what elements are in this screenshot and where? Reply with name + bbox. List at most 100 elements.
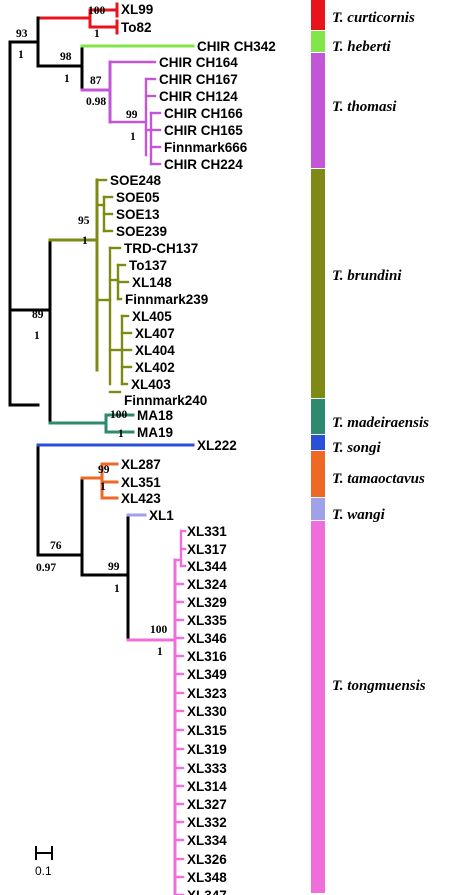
leaf-label: XL327 <box>187 797 227 812</box>
clade-label-songi: T. songi <box>332 440 381 456</box>
support-value: 87 <box>90 75 102 87</box>
leaf-label: XL323 <box>187 686 227 701</box>
clade-label-thomasi: T. thomasi <box>332 99 397 115</box>
leaf-label: XL402 <box>135 360 175 375</box>
support-value: 1 <box>94 28 100 40</box>
clade-color-bars <box>311 0 325 893</box>
support-value: 0.97 <box>36 562 56 574</box>
support-value: 100 <box>110 409 128 421</box>
leaf-label: XL335 <box>187 613 227 628</box>
support-value: 76 <box>50 540 62 552</box>
leaf-label: CHIR CH164 <box>159 55 238 70</box>
leaf-label: Finnmark240 <box>124 393 207 408</box>
leaf-label: XL319 <box>187 742 227 757</box>
scale-bar-label: 0.1 <box>35 864 52 878</box>
clade-label-heberti: T. heberti <box>332 39 391 55</box>
clade-bar-brundini <box>311 169 325 398</box>
support-value: 98 <box>60 51 72 63</box>
leaf-label: XL326 <box>187 852 227 867</box>
leaf-label: XL404 <box>135 343 175 358</box>
leaf-label: XL332 <box>187 815 227 830</box>
leaf-label: XL344 <box>187 559 227 574</box>
support-value: 99 <box>108 561 120 573</box>
leaf-label: SOE05 <box>116 190 160 205</box>
leaf-label: Finnmark239 <box>125 292 208 307</box>
leaf-label: SOE13 <box>116 207 160 222</box>
leaf-label: SOE239 <box>116 224 167 239</box>
leaf-label: XL1 <box>149 508 174 523</box>
clade-bar-wangi <box>311 498 325 520</box>
leaf-label: XL346 <box>187 631 227 646</box>
leaf-label: XL423 <box>121 491 161 506</box>
clade-bar-madeiraensis <box>311 399 325 434</box>
support-value: 1 <box>157 646 163 658</box>
clade-bar-heberti <box>311 31 325 52</box>
leaf-label: SOE248 <box>110 173 162 188</box>
leaf-label: MA18 <box>137 408 174 423</box>
support-value: 1 <box>82 235 88 247</box>
leaf-label: XL331 <box>187 524 227 539</box>
clade-label-curticornis: T. curticornis <box>332 10 415 26</box>
clade-labels: T. curticornis T. heberti T. thomasi T. bru… <box>332 10 429 694</box>
leaf-label: To137 <box>129 258 167 273</box>
support-value: 99 <box>98 464 110 476</box>
leaf-label: XL324 <box>187 577 227 592</box>
leaf-label: MA19 <box>137 425 173 440</box>
leaf-label: XL99 <box>121 2 153 17</box>
support-value: 1 <box>64 73 70 85</box>
clade-label-brundini: T. brundini <box>332 268 402 284</box>
clade-bar-tongmuensis <box>311 521 325 893</box>
leaf-label: XL348 <box>187 870 227 885</box>
leaf-label: XL314 <box>187 779 227 794</box>
leaf-label: CHIR CH165 <box>164 123 243 138</box>
leaf-label: XL407 <box>135 326 175 341</box>
leaf-label: XL333 <box>187 761 227 776</box>
support-value: 100 <box>150 624 168 636</box>
clade-label-tongmuensis: T. tongmuensis <box>332 678 426 694</box>
leaf-label: CHIR CH166 <box>164 106 243 121</box>
leaf-label: XL347 <box>187 888 227 895</box>
leaf-label: TRD-CH137 <box>124 241 198 256</box>
leaf-label: CHIR CH342 <box>197 39 276 54</box>
clade-bar-songi <box>311 435 325 450</box>
support-value: 1 <box>130 131 136 143</box>
support-value: 99 <box>126 109 138 121</box>
leaf-label: CHIR CH124 <box>159 89 238 104</box>
clade-label-tamaoctavus: T. tamaoctavus <box>332 471 425 487</box>
support-value: 0.98 <box>86 96 106 108</box>
clade-bar-tamaoctavus <box>311 451 325 497</box>
leaf-label: XL330 <box>187 704 227 719</box>
leaf-label: Finnmark666 <box>164 140 248 155</box>
clade-label-madeiraensis: T. madeiraensis <box>332 415 429 431</box>
leaf-label: XL287 <box>121 457 161 472</box>
leaf-label: To82 <box>121 20 152 35</box>
leaf-label: XL316 <box>187 649 227 664</box>
leaf-label: XL334 <box>187 833 227 848</box>
support-value: 1 <box>118 428 124 440</box>
leaf-label: XL317 <box>187 542 227 557</box>
clade-bar-thomasi <box>311 53 325 168</box>
leaf-label: XL148 <box>132 275 172 290</box>
leaf-label: XL351 <box>121 475 161 490</box>
tree-branches <box>8 2 195 895</box>
support-value: 100 <box>88 5 106 17</box>
support-value: 1 <box>18 49 24 61</box>
support-value: 95 <box>78 215 90 227</box>
support-value: 1 <box>114 583 120 595</box>
leaf-label: XL405 <box>132 309 172 324</box>
leaf-label: XL349 <box>187 667 227 682</box>
leaf-label: XL315 <box>187 723 227 738</box>
support-value: 1 <box>100 481 106 493</box>
leaf-label: CHIR CH224 <box>164 157 243 172</box>
clade-bar-curticornis <box>311 0 325 30</box>
clade-label-wangi: T. wangi <box>332 507 386 523</box>
leaf-label: XL403 <box>131 377 171 392</box>
support-value: 93 <box>16 28 28 40</box>
leaf-label: XL329 <box>187 595 227 610</box>
support-value: 1 <box>34 330 40 342</box>
leaf-label: XL222 <box>197 438 237 453</box>
leaf-label: CHIR CH167 <box>159 72 238 87</box>
